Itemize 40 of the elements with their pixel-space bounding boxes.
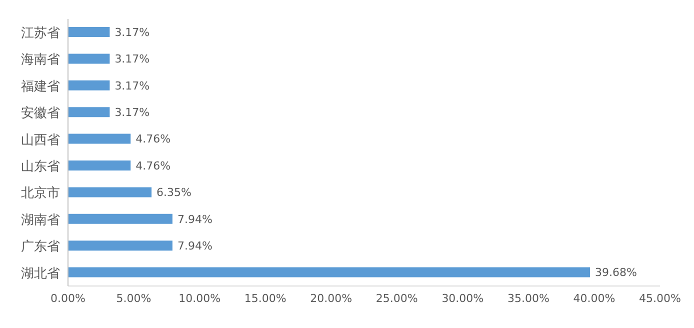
bar bbox=[68, 267, 590, 278]
x-tick-label: 10.00% bbox=[178, 292, 221, 305]
y-tick-label: 湖南省 bbox=[21, 212, 60, 228]
bar bbox=[68, 107, 110, 118]
y-tick-label: 北京市 bbox=[21, 186, 60, 202]
x-tick-label: 25.00% bbox=[376, 292, 418, 305]
y-tick-label: 海南省 bbox=[21, 52, 60, 68]
data-label: 3.17% bbox=[114, 26, 150, 39]
y-tick-label: 福建省 bbox=[21, 79, 60, 94]
data-label: 3.17% bbox=[114, 106, 150, 120]
x-tick-label: 40.00% bbox=[573, 292, 616, 305]
x-tick-label: 20.00% bbox=[310, 292, 352, 305]
data-label: 4.76% bbox=[136, 132, 171, 146]
y-tick-label: 江苏省 bbox=[21, 26, 60, 41]
bar bbox=[68, 214, 172, 224]
bar bbox=[68, 134, 131, 144]
data-label: 39.68% bbox=[595, 266, 637, 280]
bar bbox=[68, 80, 110, 90]
bar bbox=[68, 160, 131, 170]
data-label: 3.17% bbox=[114, 79, 150, 92]
x-tick-label: 30.00% bbox=[442, 292, 484, 305]
bar bbox=[68, 187, 152, 198]
y-tick-label: 山东省 bbox=[21, 159, 60, 174]
data-label: 7.94% bbox=[177, 240, 212, 253]
y-tick-label: 广东省 bbox=[21, 240, 60, 255]
x-tick-label: 5.00% bbox=[116, 292, 152, 305]
y-tick-label: 湖北省 bbox=[21, 266, 60, 282]
data-label: 7.94% bbox=[177, 212, 212, 226]
data-label: 4.76% bbox=[136, 159, 171, 172]
bar bbox=[68, 54, 110, 64]
data-label: 3.17% bbox=[114, 52, 150, 66]
x-tick-label: 0.00% bbox=[50, 292, 86, 305]
bar bbox=[68, 27, 110, 37]
x-tick-label: 15.00% bbox=[244, 292, 286, 305]
bar bbox=[68, 240, 172, 251]
x-tick-label: 45.00% bbox=[639, 292, 681, 305]
data-label: 6.35% bbox=[156, 186, 192, 200]
y-tick-label: 安徽省 bbox=[21, 105, 60, 122]
y-tick-label: 山西省 bbox=[21, 132, 60, 148]
x-tick-label: 35.00% bbox=[507, 292, 550, 305]
